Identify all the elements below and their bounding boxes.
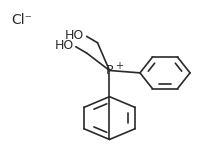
Text: P: P: [106, 64, 113, 77]
Text: HO: HO: [65, 29, 85, 42]
Text: HO: HO: [54, 39, 74, 52]
Text: Cl⁻: Cl⁻: [12, 13, 33, 27]
Text: +: +: [115, 61, 123, 71]
